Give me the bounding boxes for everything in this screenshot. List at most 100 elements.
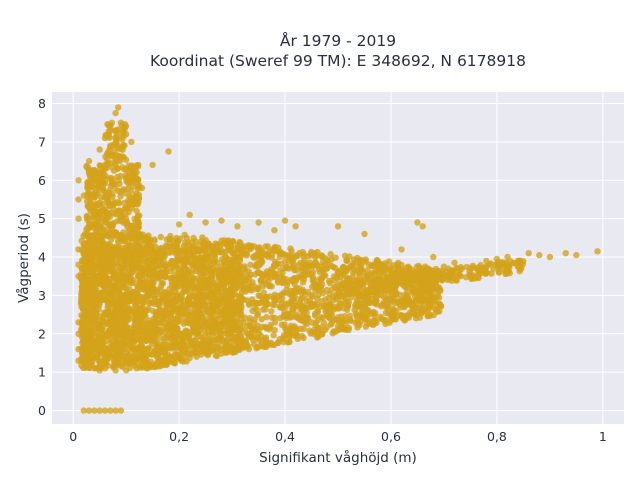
data-point (258, 316, 265, 323)
data-point (131, 228, 138, 235)
data-point (129, 183, 136, 190)
data-point (85, 407, 93, 414)
data-point (99, 264, 106, 271)
data-point (199, 310, 206, 317)
data-point (367, 275, 375, 282)
data-point (434, 301, 441, 308)
data-point (112, 210, 120, 218)
data-point (262, 341, 269, 348)
data-point (111, 180, 118, 188)
data-point (215, 298, 223, 305)
data-point (107, 246, 115, 253)
data-point (106, 294, 113, 302)
data-point (381, 294, 388, 301)
data-point (239, 243, 246, 251)
data-point (93, 247, 101, 255)
data-point (237, 333, 245, 340)
data-point (131, 346, 138, 353)
data-point (207, 308, 214, 315)
data-point (291, 323, 298, 330)
data-point (258, 270, 265, 278)
data-point (313, 295, 321, 302)
data-point (282, 264, 289, 272)
chart-title-line-2: Koordinat (Sweref 99 TM): E 348692, N 61… (150, 52, 526, 70)
data-point (124, 185, 132, 193)
data-point (96, 367, 103, 374)
data-point (217, 289, 224, 296)
data-point (133, 293, 140, 300)
data-point (177, 295, 185, 302)
data-point (280, 312, 288, 319)
data-point (194, 315, 201, 323)
data-point (154, 340, 161, 347)
data-point (255, 292, 262, 299)
data-point (122, 156, 130, 163)
data-point (562, 250, 569, 257)
data-point (107, 142, 114, 149)
data-point (112, 324, 120, 331)
data-point (133, 169, 140, 176)
data-point (246, 318, 254, 325)
data-point (504, 253, 511, 261)
data-point (109, 153, 116, 160)
data-point (99, 229, 107, 236)
y-tick-label: 7 (38, 134, 46, 149)
data-point (106, 327, 113, 334)
data-point (315, 324, 322, 332)
data-point (253, 306, 260, 313)
data-point (292, 223, 299, 230)
data-point (107, 123, 114, 130)
data-point (152, 262, 159, 269)
data-point (82, 288, 89, 295)
data-point (106, 315, 114, 322)
data-point (162, 294, 169, 301)
data-point (245, 332, 252, 339)
data-point (180, 316, 188, 323)
data-point (119, 299, 127, 307)
data-point (189, 278, 196, 285)
data-point (190, 248, 197, 255)
data-point (371, 317, 378, 324)
data-point (157, 283, 165, 290)
data-point (118, 305, 125, 312)
data-point (137, 271, 144, 279)
data-point (260, 289, 267, 296)
data-point (183, 249, 190, 256)
data-point (207, 297, 214, 305)
data-point (117, 407, 125, 414)
data-point (315, 333, 322, 340)
data-point (331, 328, 338, 335)
data-point (128, 138, 135, 146)
data-point (188, 292, 195, 300)
data-point (186, 311, 194, 318)
data-point (245, 274, 253, 281)
data-point (234, 223, 241, 230)
data-point (228, 294, 236, 302)
data-point (206, 257, 213, 264)
data-point (201, 248, 208, 255)
data-point (224, 341, 231, 349)
data-point (111, 200, 119, 207)
data-point (170, 359, 178, 366)
data-point (188, 338, 196, 345)
data-point (235, 338, 242, 346)
data-point (204, 318, 211, 325)
data-point (422, 281, 429, 288)
data-point (209, 285, 217, 293)
data-point (225, 316, 232, 323)
data-point (197, 326, 204, 333)
data-point (318, 252, 325, 259)
data-point (122, 175, 130, 182)
data-point (290, 303, 297, 310)
data-point (112, 407, 119, 414)
data-point (99, 335, 106, 343)
data-point (403, 292, 411, 299)
data-point (347, 316, 354, 323)
data-point (284, 339, 291, 346)
data-point (75, 319, 82, 326)
data-point (323, 324, 330, 331)
data-point (206, 339, 213, 346)
data-point (166, 243, 173, 251)
data-point (108, 175, 116, 182)
data-point (141, 279, 148, 287)
